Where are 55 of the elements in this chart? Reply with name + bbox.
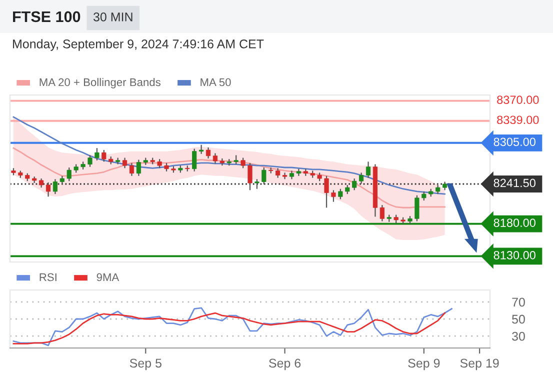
candlestick [94, 148, 100, 161]
legend-label: MA 20 + Bollinger Bands [40, 78, 160, 88]
candlestick [234, 154, 238, 165]
candlestick [212, 152, 218, 164]
candlestick [122, 157, 128, 169]
candlestick [192, 148, 197, 172]
x-tick-label: Sep 5 [130, 358, 162, 370]
ref-line-label: 8241.50 [494, 178, 536, 188]
chart-subtitle: Monday, September 9, 2024 7:49:16 AM CET [13, 39, 264, 51]
candlestick [136, 159, 141, 176]
chart-title: FTSE 100 [13, 11, 80, 22]
candlestick [380, 204, 384, 222]
candlestick [345, 184, 350, 195]
candlestick [276, 168, 280, 178]
candlestick [436, 184, 440, 195]
legend-label: MA 50 [200, 78, 231, 86]
legend-label: RSI [40, 273, 56, 282]
candlestick [102, 149, 106, 162]
line-series [12, 307, 452, 346]
candlestick [359, 172, 364, 184]
candlestick [52, 178, 58, 195]
x-tick-label: Sep 9 [408, 358, 440, 370]
candlestick [206, 146, 211, 159]
ref-line-label: 8339.00 [497, 116, 539, 124]
candlestick [331, 190, 336, 202]
candlestick [240, 157, 246, 169]
legend-label: 9MA [96, 273, 120, 282]
candlestick [157, 158, 162, 169]
y-tick-label: 30 [512, 332, 525, 341]
candlestick [46, 182, 51, 198]
x-tick-label: Sep 6 [269, 358, 301, 370]
candlestick [338, 188, 343, 200]
candlestick [366, 161, 371, 178]
candlestick [324, 175, 329, 208]
candlestick [66, 166, 72, 182]
line-series [12, 312, 446, 344]
ref-line-label: 8370.00 [497, 96, 539, 104]
candlestick [199, 144, 204, 154]
candlestick [129, 162, 134, 176]
candlestick [88, 154, 92, 168]
ref-line-label: 8130.00 [494, 250, 536, 260]
ref-line-label: 8305.00 [494, 138, 536, 146]
candlestick [262, 166, 266, 185]
candlestick [352, 178, 357, 191]
candlestick [422, 190, 426, 202]
candlestick [282, 172, 288, 180]
candlestick [248, 162, 252, 191]
text: 30 MIN [93, 12, 132, 22]
x-tick-label: Sep 19 [460, 358, 499, 370]
y-tick-label: 70 [512, 298, 525, 307]
y-tick-label: 50 [512, 314, 525, 324]
candlestick [414, 194, 420, 222]
ref-line-label: 8180.00 [494, 218, 536, 227]
candlestick [39, 178, 44, 188]
candlestick [254, 178, 260, 190]
